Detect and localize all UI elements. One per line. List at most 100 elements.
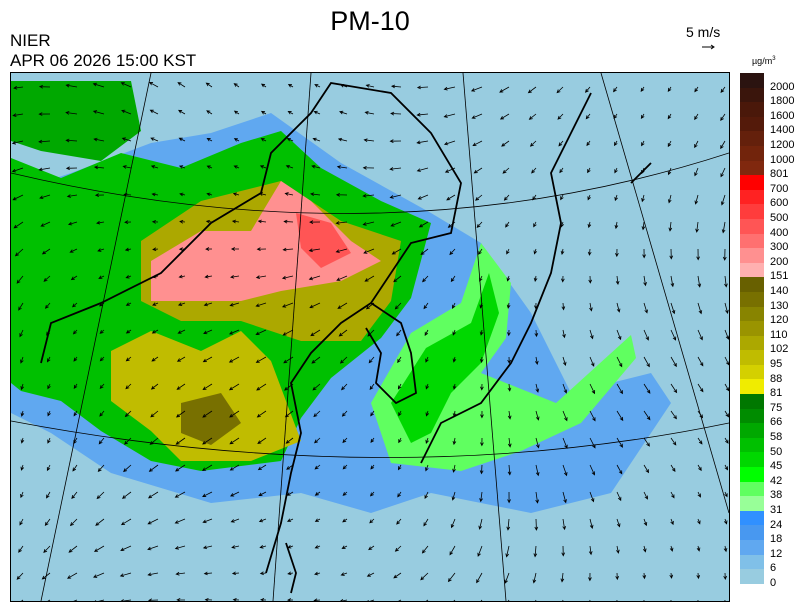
wind-arrow-icon [38,167,51,172]
wind-arrow-icon [724,356,729,366]
wind-arrow-icon [587,194,591,201]
wind-arrow-icon [94,193,105,197]
wind-arrow-icon [147,545,159,551]
legend-color-box [740,481,764,497]
wind-arrow-icon [616,491,622,502]
legend-color-box [740,525,764,540]
legend-label: 38 [770,489,783,502]
wind-arrow-icon [531,167,537,174]
wind-arrow-icon [425,410,430,417]
wind-arrow-icon [341,545,348,549]
wind-arrow-icon [14,248,24,257]
wind-arrow-icon [151,192,159,197]
wind-arrow-icon [120,518,132,526]
wind-arrow-icon [587,221,592,229]
wind-arrow-icon [20,464,25,471]
legend-color-box [740,160,764,176]
wind-arrow-icon [670,599,672,601]
wind-arrow-icon [152,302,159,306]
wind-arrow-icon [390,84,402,89]
wind-arrow-icon [389,139,402,143]
wind-arrow-icon [362,221,375,226]
wind-arrow-icon [479,464,484,475]
wind-arrow-icon [722,248,727,261]
wind-arrow-icon [369,518,375,524]
wind-arrow-icon [588,545,593,556]
wind-arrow-icon [534,356,539,365]
wind-arrow-icon [125,302,132,306]
wind-arrow-icon [311,356,321,364]
wind-arrow-icon [398,410,402,417]
wind-arrow-icon [229,464,240,471]
wind-arrow-icon [119,572,132,577]
wind-arrow-icon [562,464,568,477]
parallel-line [11,152,729,214]
wind-arrow-icon [206,110,213,115]
wind-arrow-icon [284,410,294,418]
wind-arrow-icon [335,221,348,225]
wind-arrow-icon [229,437,240,445]
wind-arrow-icon [257,464,267,471]
wind-arrow-icon [314,464,321,470]
wind-arrow-icon [362,193,375,198]
wind-arrow-icon [667,167,672,176]
wind-arrow-icon [73,437,78,445]
wind-arrow-icon [16,572,24,580]
wind-arrow-icon [643,275,647,287]
wind-arrow-icon [284,192,294,196]
wind-arrow-icon [616,383,623,395]
unit-text: µg/m [752,56,773,66]
wind-arrow-icon [281,302,294,308]
wind-arrow-icon [19,518,24,526]
wind-arrow-icon [697,518,701,525]
wind-arrow-icon [480,437,484,447]
wind-arrow-icon [19,329,24,338]
wind-arrow-icon [97,464,105,472]
wind-arrow-icon [228,329,240,335]
wind-arrow-icon [202,518,213,524]
legend-label: 50 [770,445,783,458]
wind-arrow-icon [124,247,132,252]
wind-arrow-icon [452,410,457,418]
wind-arrow-icon [422,275,429,283]
olive-patch [181,393,241,445]
wind-arrow-icon [669,248,674,260]
wind-arrow-icon [11,140,24,145]
wind-arrow-icon [285,164,294,169]
wind-arrow-icon [205,82,213,88]
wind-arrow-icon [643,329,649,341]
wind-arrow-icon [389,194,402,199]
wind-arrow-icon [424,491,429,500]
wind-arrow-icon [147,518,159,525]
wind-arrow-icon [720,167,726,178]
wind-arrow-icon [368,545,375,551]
meridian-line [462,73,507,601]
wind-arrow-icon [231,219,240,224]
wind-arrow-icon [720,140,726,150]
wind-arrow-icon [121,491,132,499]
legend-label: 151 [770,270,789,283]
yellow-region-south [111,331,301,461]
legend-color-box [740,306,764,322]
wind-arrow-icon [71,491,78,500]
wind-arrow-icon [313,410,321,418]
wind-arrow-icon [314,84,321,88]
wind-arrow-icon [614,194,618,202]
wind-arrow-icon [176,383,186,390]
wind-arrow-icon [47,410,51,417]
chart-title: PM-10 [330,6,410,36]
wind-arrow-icon [230,518,240,523]
wind-arrow-icon [284,383,294,391]
wind-arrow-icon [286,598,294,601]
wind-arrow-icon [175,410,186,418]
wind-arrow-icon [179,219,186,224]
wind-arrow-icon [670,437,677,446]
wind-arrow-icon [175,464,186,472]
wind-arrow-icon [229,410,240,418]
wind-arrow-icon [96,491,105,500]
wind-arrow-icon [282,329,294,336]
wind-arrow-icon [507,464,512,476]
wind-arrow-icon [342,437,348,444]
wind-arrow-icon [125,356,132,362]
wind-arrow-icon [421,545,429,554]
